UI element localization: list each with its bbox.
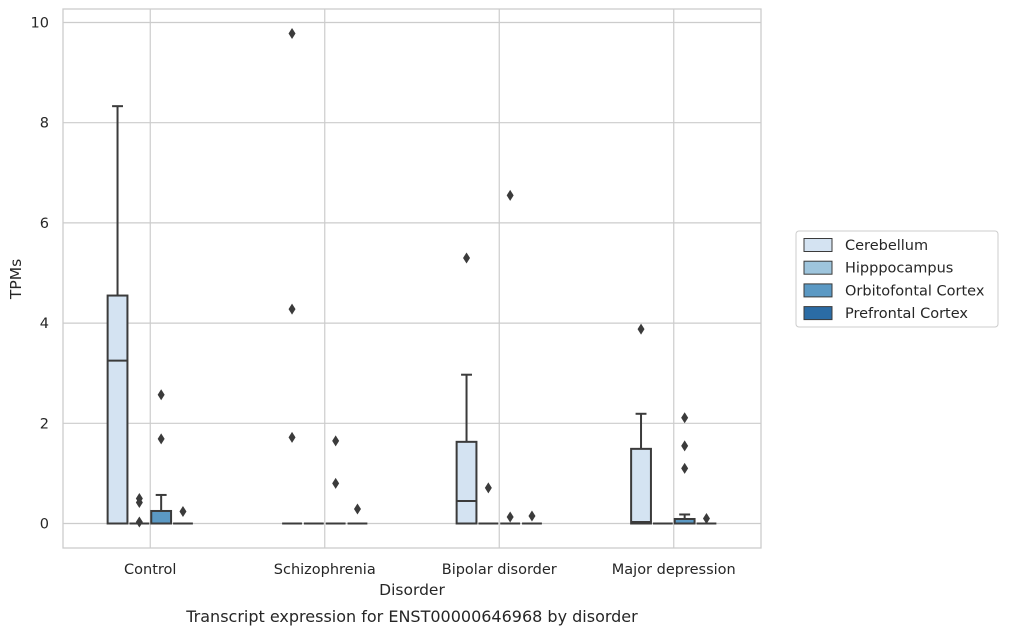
legend-frame <box>795 230 999 328</box>
outlier-point <box>157 389 165 401</box>
outlier-point <box>157 433 165 445</box>
y-tick-label: 0 <box>40 517 49 533</box>
outlier-point <box>288 28 296 40</box>
x-tick-label: Schizophrenia <box>274 562 376 578</box>
box-orbitofontal-cortex <box>673 513 696 525</box>
x-axis-label: Disorder <box>379 581 445 599</box>
outlier-point <box>135 496 143 508</box>
legend-label: Orbitofontal Cortex <box>845 283 985 299</box>
y-tick-label: 6 <box>40 216 49 232</box>
outlier-point <box>135 516 143 528</box>
plot-frame <box>62 8 762 549</box>
legend-swatch <box>803 238 833 252</box>
box-body <box>150 509 173 525</box>
y-tick-label: 2 <box>40 416 49 432</box>
y-tick-label: 8 <box>40 116 49 132</box>
y-tick-label: 10 <box>31 16 49 32</box>
box-cerebellum <box>630 412 652 525</box>
outlier-point <box>353 503 361 515</box>
legend-swatch <box>803 306 833 321</box>
box-series <box>106 105 717 525</box>
x-tick-labels: Control Schizophrenia Bipolar disorder Majo… <box>124 562 736 578</box>
box-orbitofontal-cortex <box>150 493 173 525</box>
box-body <box>455 440 478 525</box>
legend-label: Prefrontal Cortex <box>845 306 968 322</box>
outlier-point <box>332 477 340 489</box>
legend-label: Cerebellum <box>845 238 928 254</box>
chart-caption: Transcript expression for ENST0000064696… <box>185 607 638 626</box>
outlier-point <box>179 505 187 517</box>
box-cerebellum <box>455 373 478 525</box>
legend-swatch <box>803 283 833 298</box>
outlier-points <box>135 28 710 528</box>
outlier-point <box>463 252 471 264</box>
box-cerebellum <box>106 105 129 525</box>
y-tick-label: 4 <box>40 316 49 332</box>
outlier-point <box>506 189 514 201</box>
outlier-point <box>506 511 514 523</box>
x-tick-label: Major depression <box>612 562 736 578</box>
box-body <box>630 447 652 525</box>
gridlines <box>63 9 761 548</box>
outlier-point <box>528 510 536 522</box>
outlier-point <box>681 412 689 424</box>
legend-label: Hipppocampus <box>845 261 953 277</box>
outlier-point <box>637 323 645 335</box>
x-tick-label: Control <box>124 562 176 578</box>
outlier-point <box>702 512 710 524</box>
y-axis-label: TPMs <box>7 259 25 300</box>
legend: Cerebellum Hipppocampus Orbitofontal Corte… <box>795 230 999 328</box>
outlier-point <box>288 303 296 315</box>
box-body <box>106 294 129 525</box>
outlier-point <box>332 435 340 447</box>
legend-swatch <box>803 260 833 275</box>
y-tick-labels: 0 2 4 6 8 10 <box>31 16 49 533</box>
outlier-point <box>288 431 296 443</box>
outlier-point <box>681 462 689 474</box>
x-tick-label: Bipolar disorder <box>442 562 557 578</box>
outlier-point <box>484 482 492 494</box>
outlier-point <box>681 440 689 452</box>
